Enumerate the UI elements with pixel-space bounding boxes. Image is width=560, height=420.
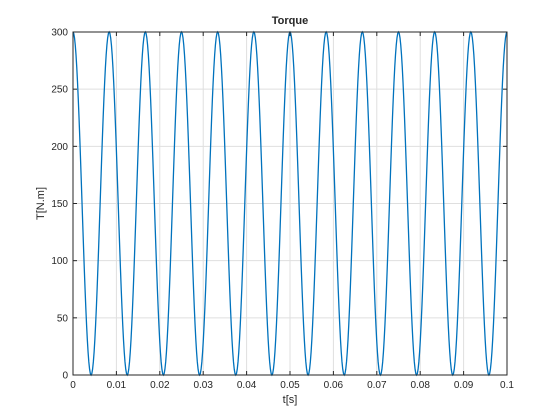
y-tick-label: 150 — [51, 199, 68, 210]
ticks: 0 0.01 0.02 0.03 0.04 0.05 0.06 0.07 0.08 0.09 0.1… — [51, 28, 514, 392]
x-axis-label: t[s] — [283, 394, 298, 406]
x-tick-label: 0.05 — [280, 380, 300, 391]
y-tick-label: 50 — [57, 313, 69, 324]
y-tick-label: 250 — [51, 85, 68, 96]
chart-title: Torque — [272, 15, 308, 27]
x-tick-label: 0.03 — [193, 380, 213, 391]
x-tick-label: 0.09 — [454, 380, 474, 391]
x-tick-label: 0.02 — [150, 380, 170, 391]
y-tick-label: 200 — [51, 142, 68, 153]
y-axis-label: T[N.m] — [35, 187, 47, 220]
x-tick-label: 0.08 — [410, 380, 430, 391]
x-tick-label: 0.01 — [107, 380, 127, 391]
x-tick-label: 0.1 — [500, 380, 514, 391]
y-tick-label: 100 — [51, 256, 68, 267]
x-tick-label: 0.06 — [324, 380, 344, 391]
y-tick-label: 300 — [51, 28, 68, 39]
y-tick-label: 0 — [62, 371, 68, 382]
x-tick-label: 0.07 — [367, 380, 387, 391]
x-tick-label: 0.04 — [237, 380, 257, 391]
grid — [72, 31, 508, 376]
x-tick-label: 0 — [70, 380, 76, 391]
